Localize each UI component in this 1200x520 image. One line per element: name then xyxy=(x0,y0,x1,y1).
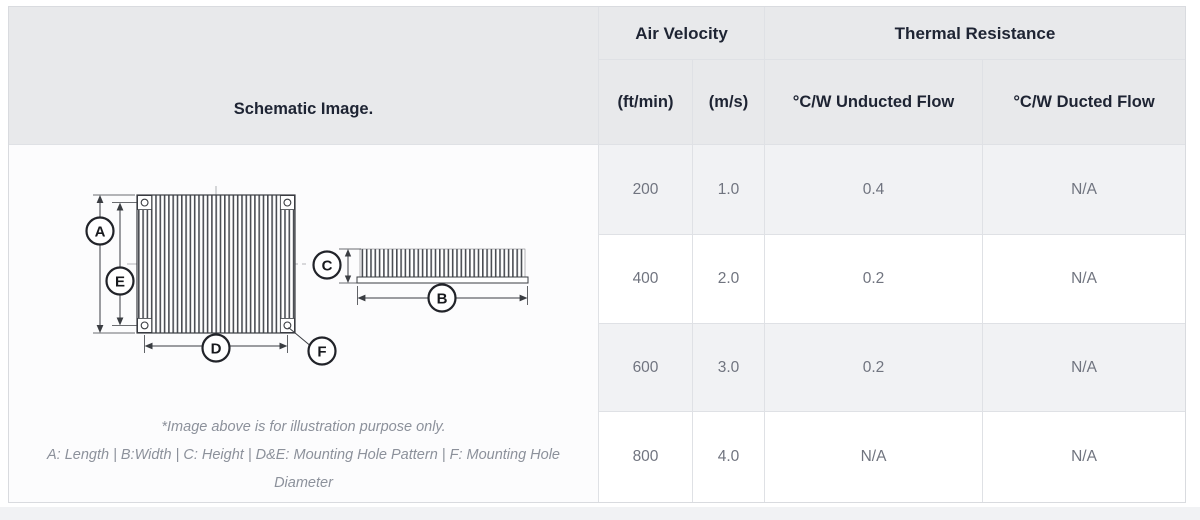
mounting-holes xyxy=(136,195,295,333)
cell-unducted-row1: 0.4 xyxy=(765,145,983,235)
caption-line-1: *Image above is for illustration purpose… xyxy=(161,419,446,435)
thermal-resistance-header: Thermal Resistance xyxy=(765,7,1185,60)
cell-ducted-row3: N/A xyxy=(983,324,1185,412)
m-s-label: (m/s) xyxy=(708,92,749,111)
dimension-a xyxy=(92,194,135,334)
dim-label-f: F xyxy=(317,344,326,361)
air-velocity-label: Air Velocity xyxy=(635,23,728,43)
cell-ms-row3: 3.0 xyxy=(693,324,765,412)
thermal-resistance-label: Thermal Resistance xyxy=(894,23,1056,43)
cell-ftmin-row1: 200 xyxy=(599,145,693,235)
dim-label-c: C xyxy=(321,258,332,275)
cell-ftmin-row3: 600 xyxy=(599,324,693,412)
side-fins xyxy=(359,248,525,278)
cell-ftmin-row4: 800 xyxy=(599,412,693,502)
air-velocity-header: Air Velocity xyxy=(599,7,765,60)
cell-ms-row2: 2.0 xyxy=(693,235,765,324)
dimension-e xyxy=(111,202,137,326)
ft-min-label: (ft/min) xyxy=(617,92,674,111)
dimension-c xyxy=(338,248,361,284)
schematic-header-cell: Schematic Image. xyxy=(9,7,599,145)
column-header-ft-min: (ft/min) xyxy=(599,60,693,145)
cell-ducted-row4: N/A xyxy=(983,412,1185,502)
cell-ms-row4: 4.0 xyxy=(693,412,765,502)
cell-unducted-row2: 0.2 xyxy=(765,235,983,324)
schematic-header-label: Schematic Image. xyxy=(233,100,374,118)
cell-ftmin-row2: 400 xyxy=(599,235,693,324)
schematic-drawing: A E D F C B xyxy=(84,186,528,366)
schematic-caption: *Image above is for illustration purpose… xyxy=(28,413,580,497)
side-base-plate xyxy=(356,276,528,284)
dim-label-a: A xyxy=(94,224,105,241)
heatsink-fin-body xyxy=(135,194,296,334)
spec-table: Schematic Image. Air Velocity Thermal Re… xyxy=(8,6,1186,503)
dim-label-e: E xyxy=(114,274,124,291)
schematic-image-cell: A E D F C B *Image above is for illustra… xyxy=(9,145,599,502)
cell-ms-row1: 1.0 xyxy=(693,145,765,235)
column-header-ducted: °C/W Ducted Flow xyxy=(983,60,1185,145)
front-view-drawing xyxy=(92,186,310,353)
side-view-drawing xyxy=(338,248,528,305)
cell-ducted-row1: N/A xyxy=(983,145,1185,235)
cell-unducted-row3: 0.2 xyxy=(765,324,983,412)
dim-label-d: D xyxy=(210,341,221,358)
dimension-labels: A E D F C B xyxy=(84,216,457,366)
column-header-unducted: °C/W Unducted Flow xyxy=(765,60,983,145)
dimension-f-leader xyxy=(287,327,310,346)
dim-label-b: B xyxy=(436,291,447,308)
column-header-m-s: (m/s) xyxy=(693,60,765,145)
caption-line-2: A: Length | B:Width | C: Height | D&E: M… xyxy=(46,447,560,491)
ducted-label: °C/W Ducted Flow xyxy=(1013,92,1155,111)
unducted-label: °C/W Unducted Flow xyxy=(792,92,955,111)
cell-unducted-row4: N/A xyxy=(765,412,983,502)
cell-ducted-row2: N/A xyxy=(983,235,1185,324)
page-section-divider xyxy=(0,507,1200,520)
